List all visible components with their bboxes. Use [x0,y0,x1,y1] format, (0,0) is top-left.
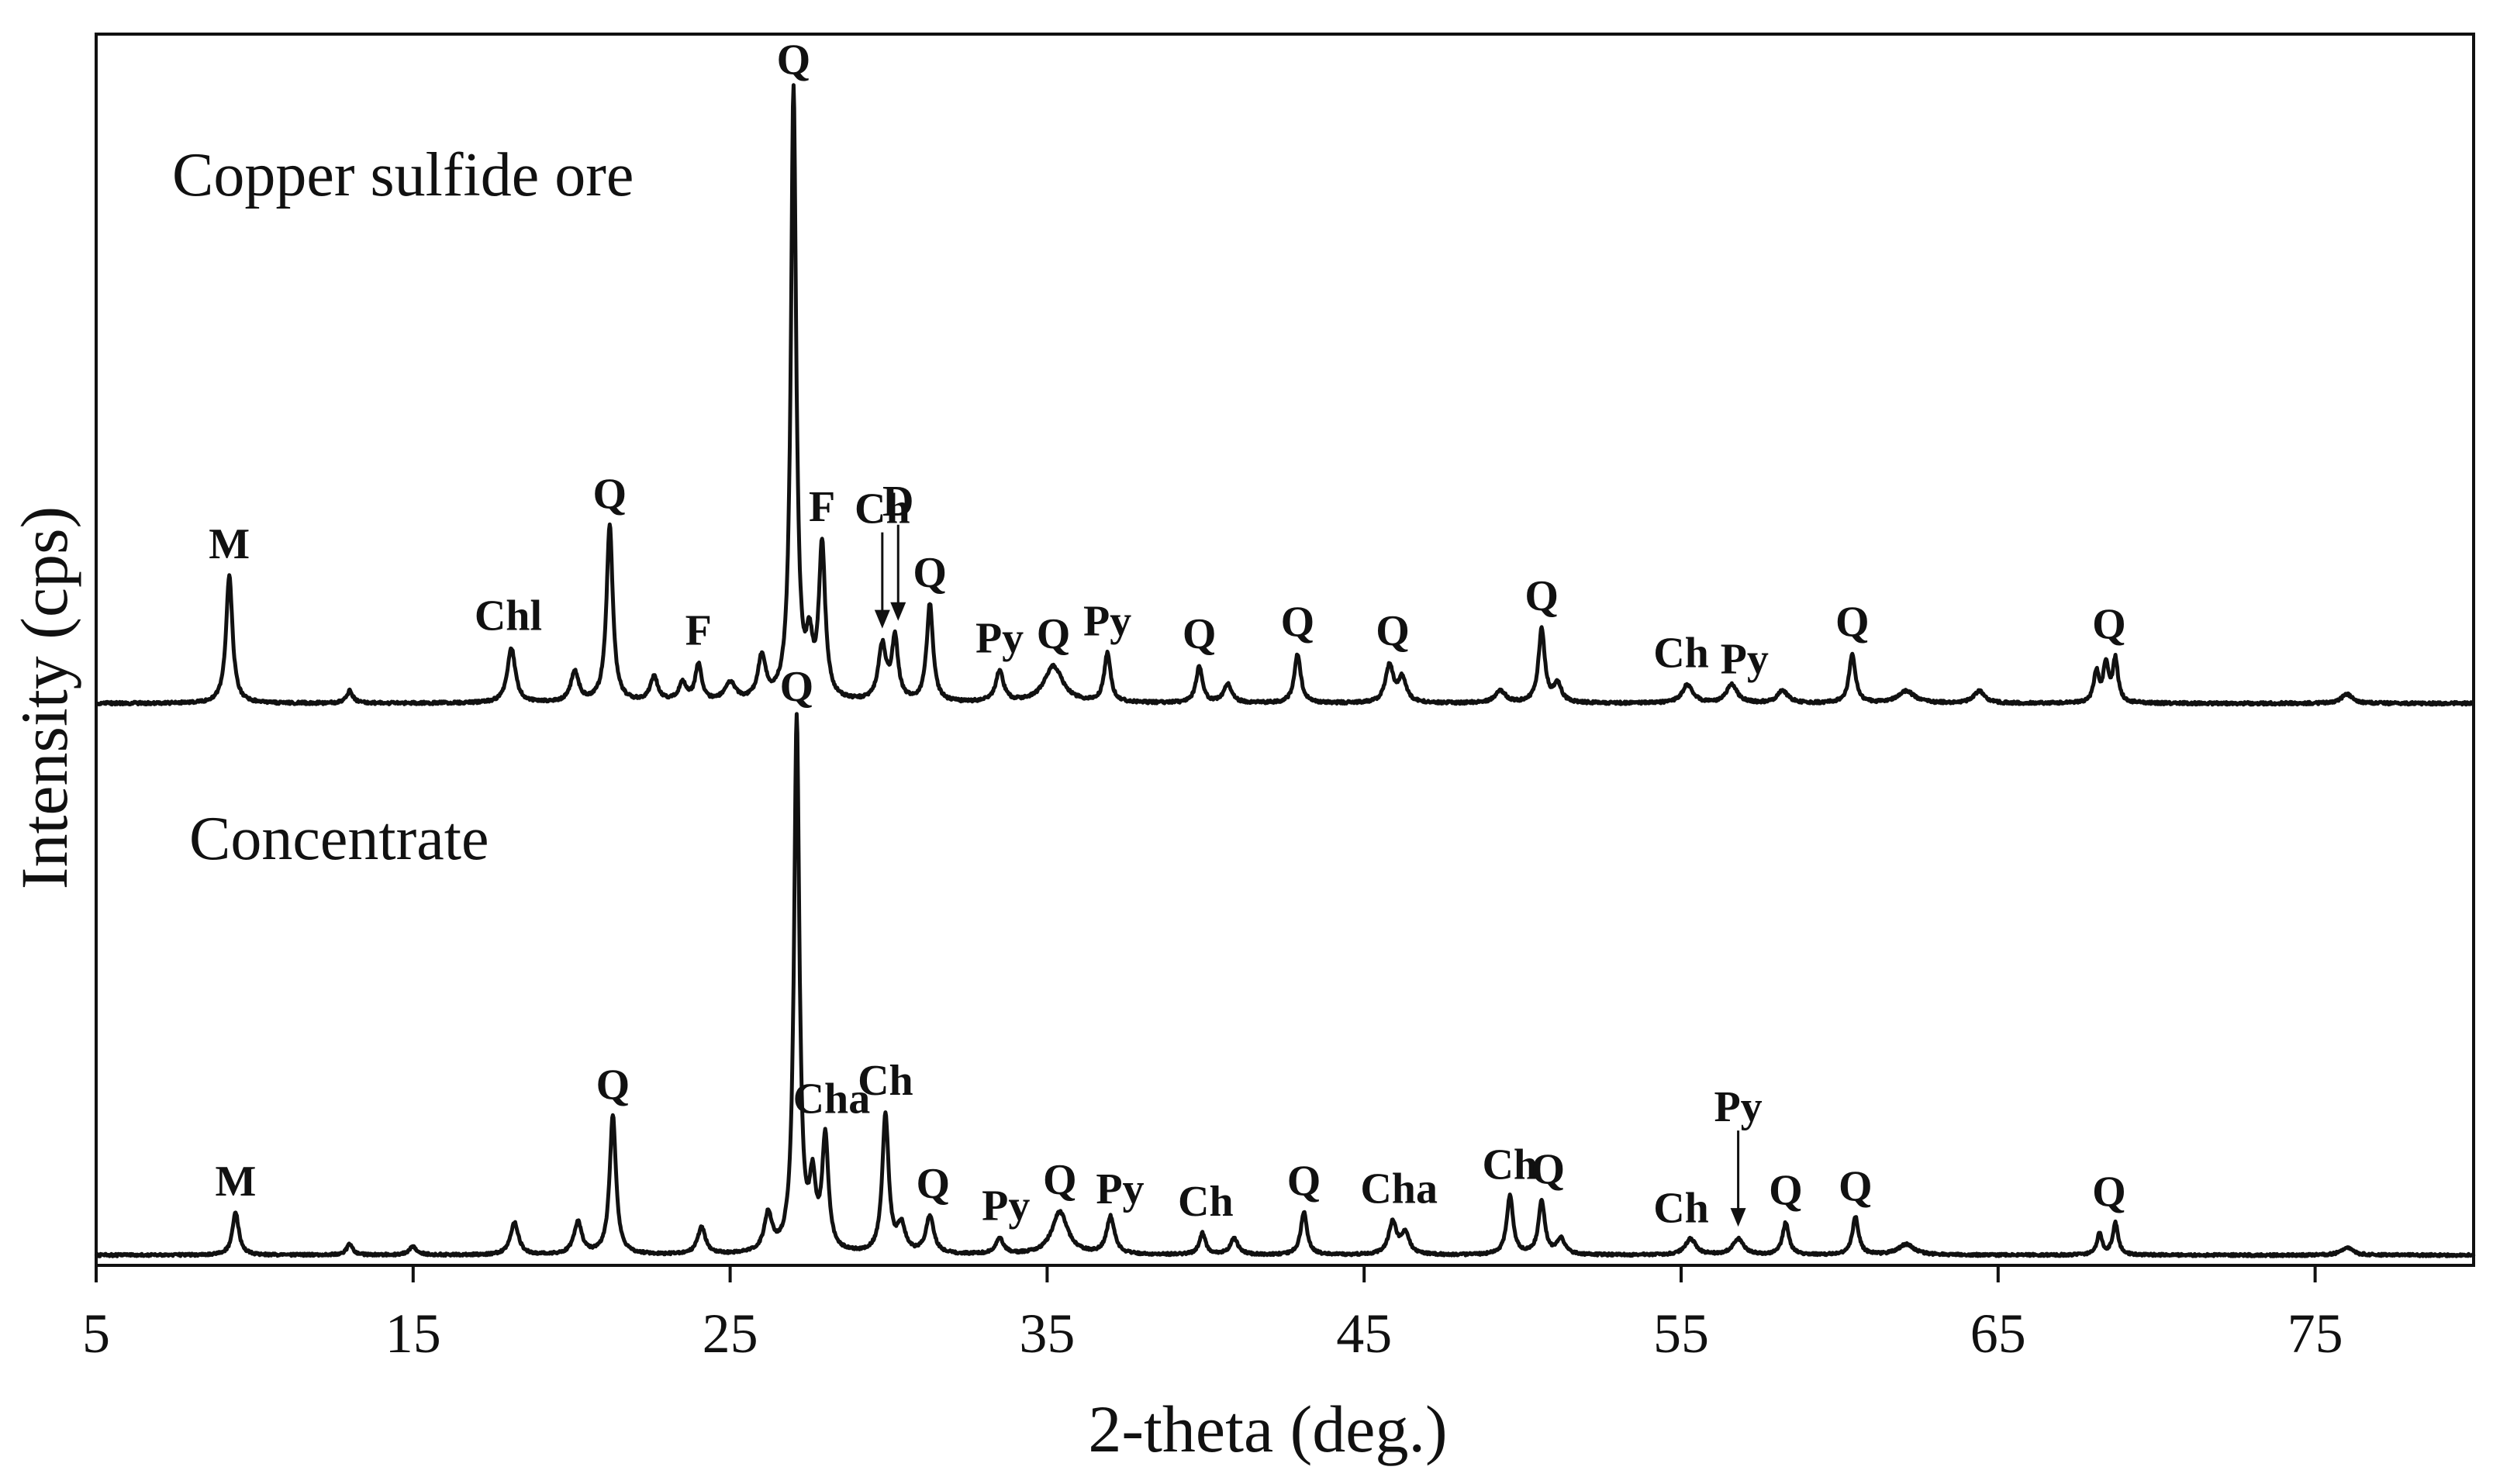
peak-label: Ch [1653,1184,1709,1232]
plot-frame [95,33,2475,1267]
x-tick-label: 55 [1653,1303,1709,1365]
peak-label: Q [1531,1145,1566,1193]
peak-label: Q [1183,610,1217,658]
peak-arrowhead [874,609,890,629]
peak-label: Q [913,549,947,597]
peak-label: Ch [858,1057,913,1105]
peak-label: Q [2092,1168,2126,1217]
x-tick-label: 75 [2288,1303,2343,1365]
peak-label: Q [592,471,627,519]
peak-label: Q [1287,1158,1321,1206]
peak-label: Ch [1178,1178,1234,1226]
peak-label: Py [982,1182,1030,1230]
peak-label: Py [1714,1083,1762,1131]
peak-label: Py [1096,1165,1144,1213]
x-tick-label: 25 [703,1303,758,1365]
peak-label: Q [1043,1156,1077,1204]
peak-label: D [882,478,913,526]
peak-label: M [215,1158,256,1206]
peak-label: Q [2092,601,2126,649]
peak-label: Q [1376,607,1410,655]
peak-label: Q [1835,598,1870,646]
peak-label: Q [1037,610,1071,658]
peak-label: Ch [1482,1141,1538,1189]
xrd-traces [94,83,2476,1258]
peak-label: Q [780,663,814,711]
peak-label: Py [975,615,1024,663]
x-tick-label: 5 [82,1303,110,1365]
peak-label: Cha [1360,1165,1438,1213]
peak-label: Ch [855,485,910,533]
series-label-copper-sulfide-ore: Copper sulfide ore [172,141,634,209]
peak-label: Chl [475,592,542,640]
series-label-concentrate: Concentrate [189,805,489,873]
peak-label: Py [1083,598,1131,646]
x-axis-title: 2-theta (deg.) [1088,1392,1447,1466]
peak-label: Q [1524,572,1559,620]
peak-arrowhead [1730,1208,1746,1227]
peak-label: Q [916,1160,950,1208]
peak-label: Q [777,36,811,84]
y-axis-title: Intensity (cps) [7,506,81,889]
trace-series-0 [95,83,2475,707]
trace-series-1 [94,712,2476,1258]
peak-label: F [685,607,712,655]
peak-label: Q [1281,598,1315,646]
peak-label: M [209,520,250,568]
x-tick-label: 65 [1970,1303,2026,1365]
peak-label: Ch [1653,629,1709,677]
peak-label: Q [596,1061,630,1109]
peak-label: Q [1769,1167,1803,1215]
peak-label: Cha [793,1075,871,1123]
x-tick-label: 35 [1019,1303,1075,1365]
peak-label: Q [1839,1162,1873,1210]
x-tick-label: 45 [1336,1303,1392,1365]
peak-label: Py [1721,635,1769,683]
x-tick-label: 15 [385,1303,441,1365]
peak-arrowhead [890,602,906,621]
x-axis: 5 15 25 35 45 55 65 75 [82,1265,2343,1365]
peak-label: F [809,483,835,531]
